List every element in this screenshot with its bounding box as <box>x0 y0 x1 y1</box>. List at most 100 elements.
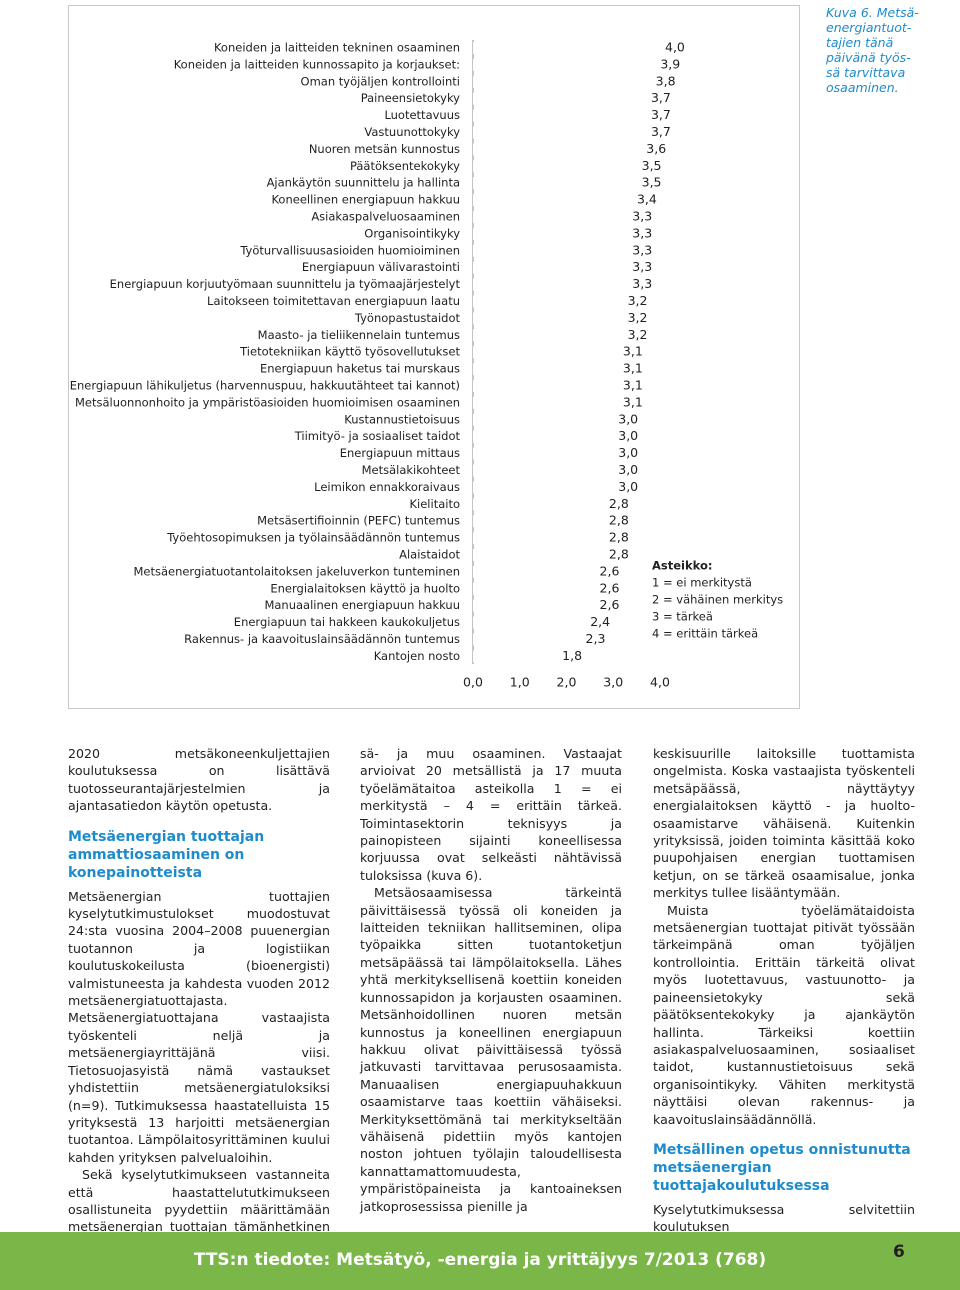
legend-item: 4 = erittäin tärkeä <box>652 627 758 641</box>
value-label: 2,4 <box>590 614 610 629</box>
category-label: Paineensietokyky <box>361 91 460 105</box>
text-column: 2020 metsäkoneenkuljettajien koulutukses… <box>68 745 330 1253</box>
category-label: Koneellinen energiapuun hakkuu <box>271 193 460 207</box>
category-label: Energiapuun välivarastointi <box>302 260 460 274</box>
paragraph: Metsäosaamisessa tärkeintä päivittäisess… <box>360 885 622 1214</box>
bar <box>473 42 660 54</box>
footer-title: TTS:n tiedote: Metsätyö, -energia ja yri… <box>193 1250 767 1270</box>
category-label: Kielitaito <box>410 497 461 511</box>
bar <box>473 143 642 156</box>
category-label: Energiapuun haketus tai murskaus <box>260 362 460 376</box>
category-label: Alaistaidot <box>399 548 460 562</box>
figure-caption: Kuva 6. Metsä-energiantuot-tajien tänä pä… <box>826 5 936 95</box>
category-label: Kustannustietoisuus <box>344 412 460 426</box>
value-label: 2,6 <box>600 597 620 612</box>
category-label: Energiapuun korjuutyömaan suunnittelu ja… <box>110 277 461 291</box>
value-label: 3,2 <box>628 293 648 308</box>
value-label: 3,0 <box>618 462 638 477</box>
category-label: Tiimityö- ja sosiaaliset taidot <box>294 429 461 443</box>
category-label: Koneiden ja laitteiden tekninen osaamine… <box>214 41 460 55</box>
value-label: 3,3 <box>632 225 652 240</box>
caption-line: osaaminen. <box>826 80 899 95</box>
value-label: 2,8 <box>609 530 629 545</box>
bar <box>473 92 646 105</box>
bar <box>473 227 628 240</box>
category-label: Maasto- ja tieliikennelain tuntemus <box>258 328 460 342</box>
value-label: 3,2 <box>628 310 648 325</box>
x-tick-label: 4,0 <box>650 675 670 690</box>
bar <box>473 380 618 392</box>
bar <box>473 498 604 511</box>
bar <box>473 126 646 139</box>
bar <box>473 160 637 173</box>
paragraph: Muista työelämätaidoista metsäenergian t… <box>653 902 915 1127</box>
value-label: 3,3 <box>632 209 652 224</box>
value-label: 3,1 <box>623 378 643 393</box>
legend-item: 3 = tärkeä <box>652 610 713 624</box>
bar <box>473 363 618 376</box>
category-label: Leimikon ennakkoraivaus <box>314 480 460 494</box>
value-label: 3,1 <box>623 394 643 409</box>
value-label: 1,8 <box>562 648 582 663</box>
bar <box>473 109 646 122</box>
caption-line: päivänä työs- <box>826 50 911 65</box>
chart: Koneiden ja laitteiden tekninen osaamine… <box>68 5 800 709</box>
caption-line: Kuva 6. Metsä- <box>826 5 919 20</box>
value-label: 3,6 <box>646 141 666 156</box>
value-label: 3,0 <box>618 479 638 494</box>
bar <box>473 413 614 426</box>
bar <box>473 616 586 629</box>
category-label: Tietotekniikan käyttö työsovellutukset <box>239 345 460 359</box>
value-label: 2,8 <box>609 513 629 528</box>
category-label: Metsäsertifioinnin (PEFC) tuntemus <box>257 514 460 528</box>
value-label: 4,0 <box>665 40 685 55</box>
category-label: Manuaalinen energiapuun hakkuu <box>264 598 460 612</box>
bar <box>473 532 604 545</box>
value-label: 3,2 <box>628 327 648 342</box>
bar <box>473 565 595 578</box>
text-column: sä- ja muu osaaminen. Vastaajat arvioiva… <box>360 745 622 1215</box>
bar <box>473 58 656 71</box>
bar <box>473 582 595 595</box>
category-label: Koneiden ja laitteiden kunnossapito ja k… <box>174 57 460 71</box>
value-label: 3,1 <box>623 344 643 359</box>
caption-line: tajien tänä <box>826 35 894 50</box>
x-tick-label: 3,0 <box>603 675 623 690</box>
category-label: Työehtosopimuksen ja työlainsäädännön tu… <box>166 531 460 545</box>
value-label: 3,7 <box>651 107 671 122</box>
category-label: Energialaitoksen käyttö ja huolto <box>270 581 460 595</box>
value-label: 2,8 <box>609 547 629 562</box>
value-label: 3,9 <box>660 56 680 71</box>
bar <box>473 447 614 460</box>
category-label: Rakennus- ja kaavoituslainsäädännön tunt… <box>184 632 460 646</box>
legend-item: 1 = ei merkitystä <box>652 576 752 590</box>
value-label: 3,4 <box>637 192 657 207</box>
category-label: Energiapuun lähikuljetus (harvennuspuu, … <box>70 379 460 393</box>
paragraph: keskisuurille laitoksille tuottamista on… <box>653 746 915 901</box>
paragraph: 2020 metsäkoneenkuljettajien koulutukses… <box>68 746 330 814</box>
bar <box>473 244 628 257</box>
bar <box>473 481 614 494</box>
bar <box>473 346 618 359</box>
value-label: 3,3 <box>632 242 652 257</box>
caption-line: sä tarvittava <box>826 65 906 80</box>
value-label: 3,5 <box>642 175 662 190</box>
bar <box>473 650 558 663</box>
bar <box>473 75 651 88</box>
category-label: Luotettavuus <box>384 108 460 122</box>
category-label: Vastuunottokyky <box>364 125 460 139</box>
bar <box>473 515 604 528</box>
category-label: Metsäenergiatuotantolaitoksen jakeluverk… <box>133 564 460 578</box>
value-label: 3,1 <box>623 361 643 376</box>
category-label: Kantojen nosto <box>374 649 460 663</box>
category-label: Energiapuun mittaus <box>340 446 460 460</box>
text-column: keskisuurille laitoksille tuottamista on… <box>653 745 915 1236</box>
category-label: Metsäluonnonhoito ja ympäristöasioiden h… <box>75 395 460 409</box>
value-label: 3,7 <box>651 124 671 139</box>
value-label: 3,3 <box>632 259 652 274</box>
value-label: 2,8 <box>609 496 629 511</box>
bar <box>473 261 628 274</box>
legend-title: Asteikko: <box>652 559 712 573</box>
bar <box>473 396 618 409</box>
bar <box>473 599 595 612</box>
